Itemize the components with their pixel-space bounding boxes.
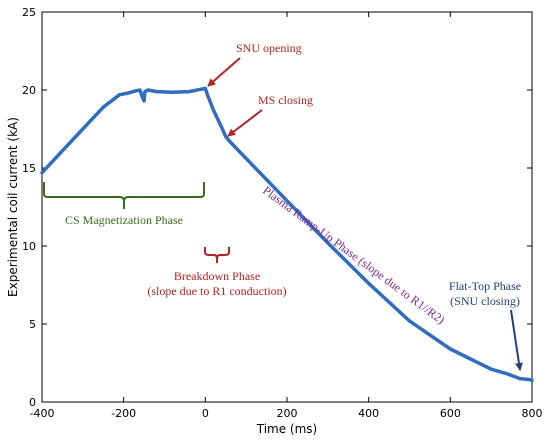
x-tick-label: 600 (440, 407, 461, 420)
brace-breakdown (204, 247, 230, 263)
x-tick-label: -400 (30, 407, 55, 420)
y-tick-label: 25 (22, 6, 36, 19)
y-tick-label: 20 (22, 84, 36, 97)
annotation-flat-top: Flat-Top Phase (449, 279, 521, 293)
y-tick-label: 0 (29, 396, 36, 409)
arrow-ms-closing (227, 109, 263, 137)
coil-current-series-line (40, 86, 534, 382)
annotation-cs-magnetization: CS Magnetization Phase (65, 213, 183, 227)
annotation-plasma-ramp-up: Plasma Ramp-Up Phase (slope due to R1//R… (260, 183, 447, 327)
annotation-ms-closing: MS closing (258, 93, 313, 107)
annotation-breakdown: Breakdown Phase (174, 269, 260, 283)
brace-cs-magnetization (43, 182, 205, 209)
y-tick-label: 10 (22, 240, 36, 253)
x-tick-label: 200 (277, 407, 298, 420)
y-tick-label: 5 (29, 318, 36, 331)
x-tick-label: 0 (202, 407, 209, 420)
x-tick-label: -200 (111, 407, 136, 420)
x-tick-label: 400 (358, 407, 379, 420)
arrow-snu-opening (207, 57, 241, 87)
annotation-flat-top-detail: (SNU closing) (450, 294, 520, 308)
annotation-snu-opening: SNU opening (236, 41, 302, 55)
arrow-flat-top (510, 309, 523, 371)
y-axis-ticks: 0 5 10 15 20 25 (22, 6, 532, 409)
x-axis-title: Time (ms) (256, 422, 318, 436)
x-axis-ticks: -400 -200 0 200 400 600 800 (30, 12, 543, 420)
y-tick-label: 15 (22, 162, 36, 175)
x-tick-label: 800 (522, 407, 543, 420)
y-axis-title: Experimental coil current (kA) (6, 117, 20, 297)
annotation-breakdown-detail: (slope due to R1 conduction) (147, 284, 286, 298)
